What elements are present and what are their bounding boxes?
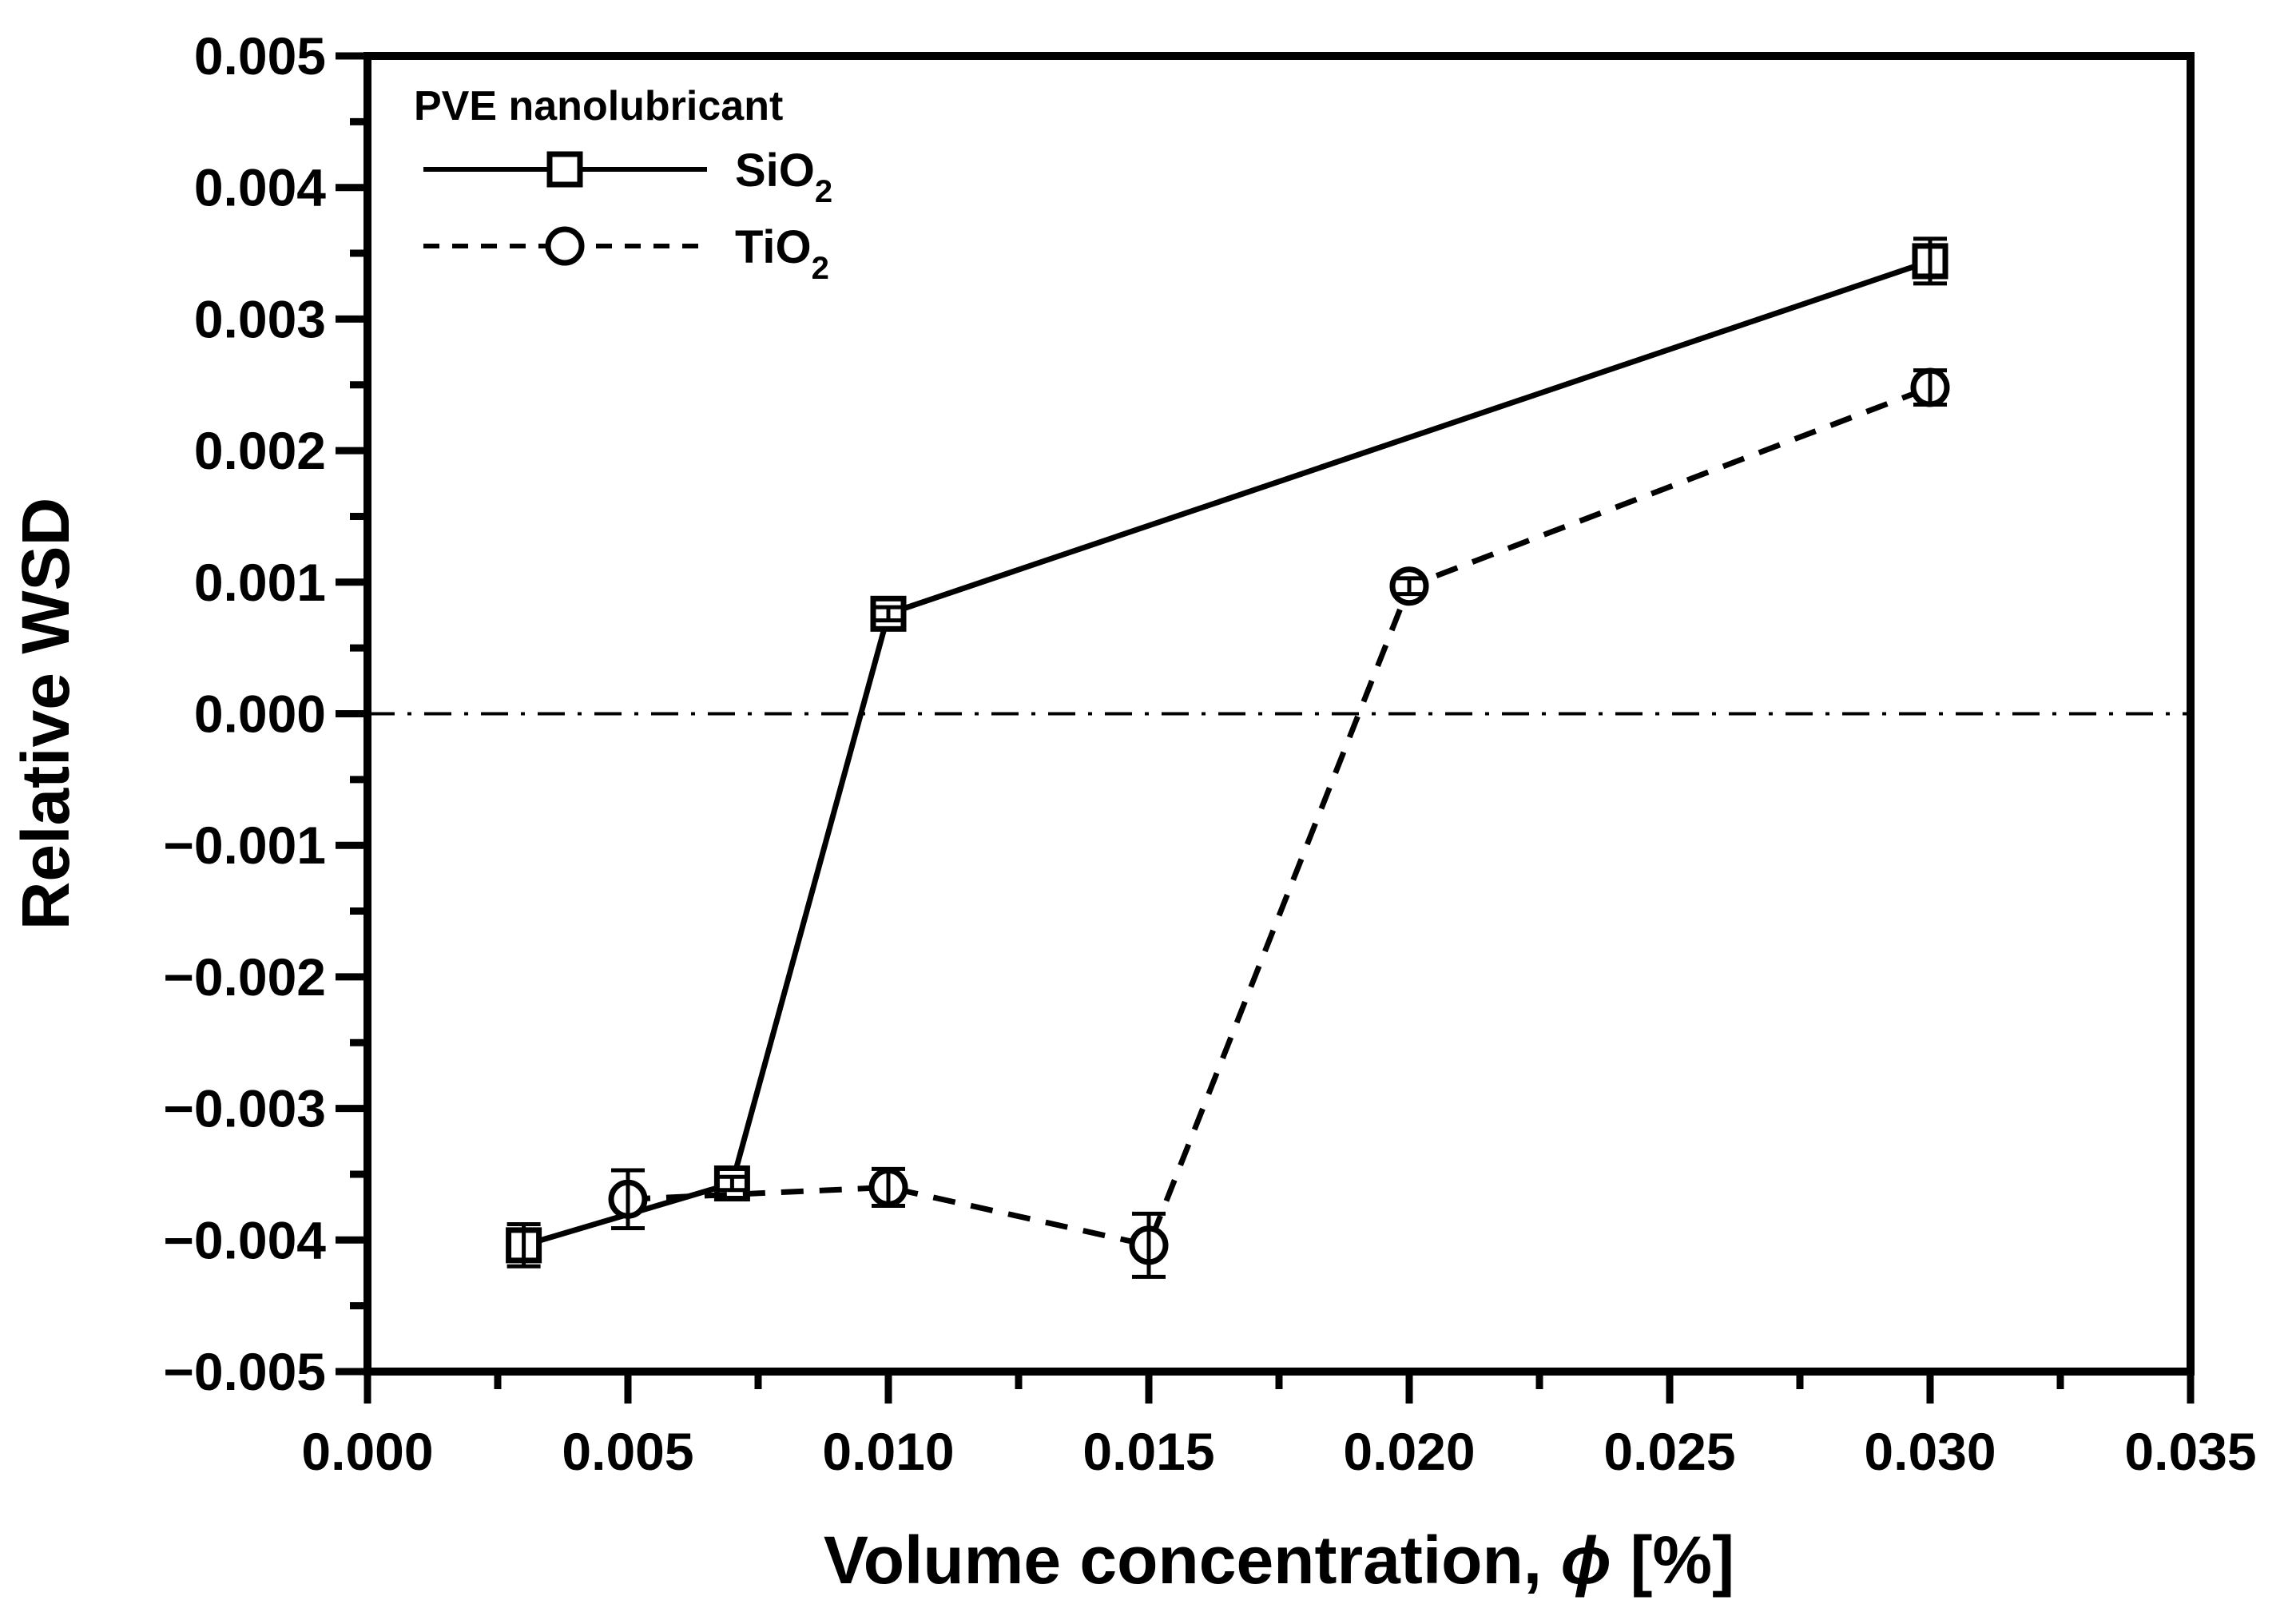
- y-axis-ticks: −0.005 −0.004 −0.003 −0.002 −0.001 0.000 0.001…: [163, 26, 367, 1401]
- y-tick-label: 0.005: [194, 26, 326, 85]
- x-axis-ticks: 0.000 0.005 0.010 0.015 0.020 0.025 0.030 0.035: [301, 1372, 2257, 1481]
- series-sio2-errorbar: [715, 1174, 749, 1193]
- y-tick-label: −0.002: [163, 947, 326, 1007]
- y-tick-label: 0.001: [194, 553, 326, 612]
- series-tio2-errorbar: [611, 1168, 645, 1230]
- series-sio2-errorbar: [872, 605, 905, 623]
- series-tio2-errorbar: [1913, 368, 1947, 407]
- legend-label: TiO2: [735, 221, 829, 286]
- y-tick-label: −0.003: [163, 1079, 326, 1138]
- series-sio2-errorbar: [1913, 236, 1947, 286]
- legend-circle-marker: [545, 226, 585, 266]
- series-sio2-errorbar: [506, 1222, 541, 1269]
- x-tick-label: 0.005: [562, 1422, 693, 1481]
- x-tick-label: 0.000: [301, 1422, 433, 1481]
- series-tio2-errorbar: [872, 1166, 905, 1208]
- legend: PVE nanolubricant SiO2 TiO2: [414, 83, 832, 286]
- y-tick-label: 0.004: [194, 158, 326, 217]
- series-tio2-errorbar: [1132, 1211, 1166, 1279]
- plot-frame: [363, 52, 2195, 1376]
- series-tio2-line: [627, 384, 1932, 1249]
- x-tick-label: 0.020: [1343, 1422, 1475, 1481]
- x-axis-title: Volume concentration, ϕ [%]: [824, 1523, 1734, 1598]
- y-tick-label: −0.004: [163, 1210, 326, 1269]
- x-tick-label: 0.025: [1603, 1422, 1735, 1481]
- x-tick-label: 0.010: [822, 1422, 954, 1481]
- y-axis-title: Relative WSD: [8, 498, 83, 931]
- series-sio2: [506, 236, 1948, 1269]
- y-tick-label: 0.000: [194, 685, 326, 744]
- legend-label: SiO2: [735, 145, 832, 209]
- legend-item-tio2: TiO2: [423, 221, 829, 286]
- series-sio2-line: [522, 258, 1932, 1249]
- y-tick-label: −0.005: [163, 1342, 326, 1401]
- y-tick-label: −0.001: [163, 816, 326, 875]
- x-tick-label: 0.030: [1864, 1422, 1996, 1481]
- series-tio2: [608, 367, 1950, 1279]
- legend-header: PVE nanolubricant: [414, 83, 783, 129]
- x-tick-label: 0.015: [1082, 1422, 1214, 1481]
- y-tick-label: 0.003: [194, 289, 326, 348]
- x-tick-label: 0.035: [2124, 1422, 2256, 1481]
- legend-square-marker: [546, 151, 583, 188]
- series-tio2-errorbar: [1392, 576, 1426, 597]
- legend-item-sio2: SiO2: [423, 145, 832, 209]
- y-tick-label: 0.002: [194, 421, 326, 480]
